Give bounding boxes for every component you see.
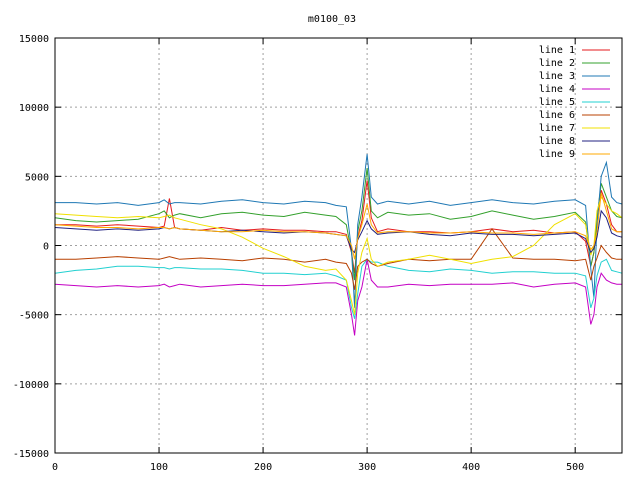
- legend-label: line 5: [539, 97, 575, 108]
- series-line-7: [54, 196, 623, 315]
- series-lines: [54, 154, 623, 336]
- legend-label: line 9: [539, 149, 575, 160]
- legend-label: line 3: [539, 71, 575, 82]
- x-tick-label: 400: [462, 462, 480, 473]
- x-tick-label: 100: [150, 462, 168, 473]
- y-tick-label: -10000: [13, 380, 49, 391]
- legend-label: line 2: [539, 58, 575, 69]
- legend-label: line 7: [539, 123, 575, 134]
- plot-frame: [54, 37, 623, 454]
- series-line-9: [54, 192, 622, 260]
- y-tick-label: 15000: [19, 34, 49, 45]
- series-line-1: [55, 180, 622, 274]
- x-tick-label: 300: [358, 462, 376, 473]
- grid: [55, 38, 622, 453]
- legend-label: line 1: [539, 45, 575, 56]
- legend-label: line 6: [539, 110, 575, 121]
- legend-label: line 4: [539, 84, 575, 95]
- legend: line 1 line 2 line 3 line 4 line 5 line 6 line…: [539, 45, 610, 160]
- x-tick-label: 500: [566, 462, 584, 473]
- series-line-5: [54, 258, 623, 319]
- y-tick-label: 0: [43, 242, 49, 253]
- y-tick-label: 10000: [19, 103, 49, 114]
- y-tick-label: -15000: [13, 449, 49, 460]
- chart-title: m0100_03: [308, 14, 356, 25]
- series-line-6: [55, 228, 622, 290]
- series-line-4: [54, 259, 622, 336]
- y-tick-label: -5000: [19, 311, 49, 322]
- x-tick-label: 200: [254, 462, 272, 473]
- y-tick-label: 5000: [25, 172, 49, 183]
- series-line-8: [54, 209, 623, 254]
- legend-label: line 8: [539, 136, 575, 147]
- series-line-2: [54, 167, 623, 281]
- axis-ticks: -15000 -10000 -5000 0 5000 10000 15000 0 100 200 3…: [13, 34, 622, 473]
- x-tick-label: 0: [52, 462, 58, 473]
